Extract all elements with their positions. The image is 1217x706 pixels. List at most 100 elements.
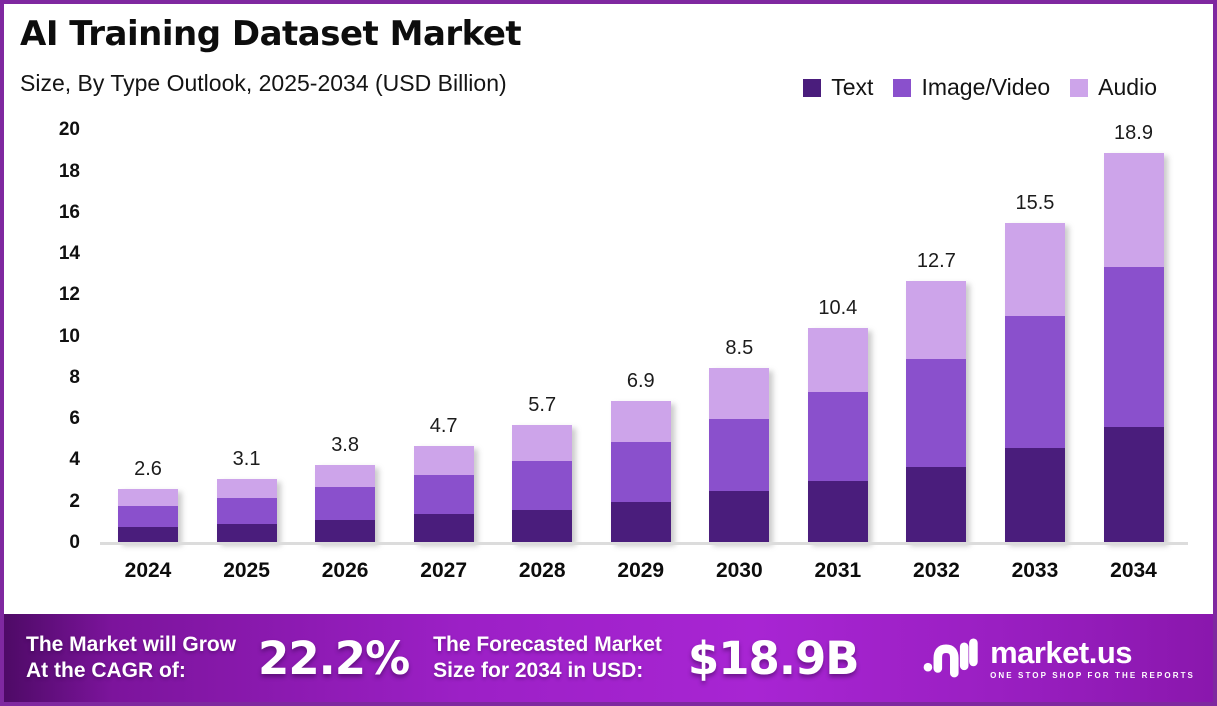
bar-segment-image-video: [118, 505, 178, 527]
bar-2028: [512, 425, 573, 543]
bar-segment-image-video: [807, 392, 868, 482]
bar-2033: [1004, 223, 1065, 543]
y-tick-label: 4: [69, 449, 80, 471]
forecast-value: $18.9B: [687, 631, 860, 685]
y-axis: 0 2 4 6 8 10 12 14 16 18 20: [4, 119, 84, 553]
bar-segment-text: [1103, 427, 1164, 543]
bar-total-label: 8.5: [725, 336, 754, 359]
y-tick-label: 20: [58, 119, 80, 141]
footer-banner: The Market will Grow At the CAGR of: 22.…: [4, 614, 1213, 702]
bar-segment-text: [906, 466, 967, 543]
legend-label: Image/Video: [921, 74, 1051, 100]
bar-segment-image-video: [709, 419, 770, 492]
y-tick-label: 18: [58, 160, 80, 182]
bar-total-label: 15.5: [1015, 192, 1055, 215]
bar-segment-text: [118, 526, 178, 543]
y-tick-label: 6: [69, 408, 80, 430]
bar-segment-text: [1004, 448, 1065, 543]
bar-segment-audio: [807, 328, 868, 393]
bar-2029: [610, 400, 671, 543]
x-axis-label: 2031: [814, 559, 862, 582]
brand-text: market.us ONE STOP SHOP FOR THE REPORTS: [990, 637, 1195, 680]
legend-swatch-icon: [893, 78, 912, 97]
bar-2032: [906, 281, 967, 543]
x-axis-label: 2034: [1110, 559, 1157, 582]
bar-segment-image-video: [216, 497, 277, 525]
page-title: AI Training Dataset Market: [20, 14, 522, 54]
bar-segment-image-video: [1103, 266, 1164, 428]
x-axis-label: 2032: [913, 559, 960, 582]
bar-total-label: 5.7: [528, 394, 557, 417]
brand-tagline: ONE STOP SHOP FOR THE REPORTS: [990, 670, 1195, 680]
y-tick-label: 10: [58, 325, 80, 347]
bar-total-label: 3.8: [331, 433, 359, 456]
bar-segment-text: [413, 514, 474, 543]
legend-swatch-icon: [803, 78, 822, 97]
bar-segment-audio: [709, 367, 770, 420]
cagr-value: 22.2%: [258, 631, 410, 685]
bar-segment-audio: [512, 425, 573, 461]
bar-segment-text: [807, 481, 868, 543]
x-axis-label: 2033: [1011, 559, 1059, 582]
x-axis-label: 2027: [420, 559, 467, 582]
bar-2034: [1103, 153, 1164, 543]
cagr-label: The Market will Grow At the CAGR of:: [26, 632, 236, 683]
y-tick-label: 2: [69, 490, 80, 512]
x-axis-label: 2028: [518, 559, 566, 582]
bar-segment-text: [709, 491, 770, 543]
bar-segment-audio: [906, 281, 967, 360]
y-tick-label: 16: [58, 201, 80, 223]
legend-label: Text: [831, 74, 874, 100]
bar-2027: [413, 446, 474, 543]
legend-item-text: Text: [803, 74, 873, 101]
brand-logo: market.us ONE STOP SHOP FOR THE REPORTS: [922, 630, 1199, 687]
bar-segment-audio: [1004, 223, 1065, 317]
y-tick-label: 0: [69, 532, 80, 553]
legend-swatch-icon: [1070, 78, 1089, 97]
x-axis-label: 2024: [124, 559, 172, 582]
bar-segment-text: [610, 501, 671, 543]
bar-2025: [216, 479, 277, 543]
bar-total-label: 12.7: [916, 249, 956, 272]
bar-2031: [807, 328, 868, 543]
y-tick-label: 14: [58, 243, 80, 265]
cagr-label-line1: The Market will Grow: [26, 633, 237, 657]
page-subtitle: Size, By Type Outlook, 2025-2034 (USD Bi…: [20, 70, 507, 96]
bar-total-label: 3.1: [232, 448, 261, 471]
plot-area: 2.6 2024 3.1 2025 3.8 2026 4.7 2027 5.7 2028 6.9 20…: [100, 122, 1188, 582]
bar-segment-audio: [610, 400, 671, 442]
bar-segment-image-video: [512, 460, 573, 510]
x-axis-label: 2026: [321, 559, 369, 582]
marketus-logo-icon: [922, 630, 980, 687]
x-axis-label: 2025: [223, 559, 270, 582]
bar-segment-text: [216, 524, 277, 543]
x-axis-label: 2030: [715, 559, 763, 582]
cagr-label-line2: At the CAGR of:: [26, 659, 186, 682]
bar-total-label: 10.4: [818, 297, 858, 320]
bar-segment-audio: [315, 464, 376, 488]
forecast-label-line2: Size for 2034 in USD:: [433, 659, 644, 682]
legend-label: Audio: [1098, 74, 1157, 100]
legend: Text Image/Video Audio: [803, 74, 1157, 101]
bar-segment-image-video: [906, 359, 967, 467]
bar-segment-audio: [216, 479, 277, 498]
brand-name: market.us: [990, 634, 1133, 670]
bar-segment-image-video: [413, 474, 474, 515]
bar-2026: [315, 464, 376, 543]
bar-total-label: 6.9: [626, 369, 655, 392]
x-axis-label: 2029: [617, 559, 665, 582]
bar-total-label: 2.6: [134, 458, 162, 481]
y-tick-label: 12: [58, 284, 80, 306]
bar-segment-audio: [413, 446, 474, 475]
bar-segment-image-video: [315, 487, 376, 521]
bar-segment-text: [315, 520, 376, 543]
bar-segment-image-video: [1004, 316, 1065, 449]
bar-segment-text: [512, 510, 573, 543]
bar-2024: [118, 489, 178, 543]
bar-segment-image-video: [610, 441, 671, 502]
bar-2030: [709, 367, 770, 543]
forecast-label-line1: The Forecasted Market: [433, 633, 662, 657]
y-tick-label: 8: [69, 366, 80, 388]
bar-total-label: 4.7: [429, 415, 458, 438]
